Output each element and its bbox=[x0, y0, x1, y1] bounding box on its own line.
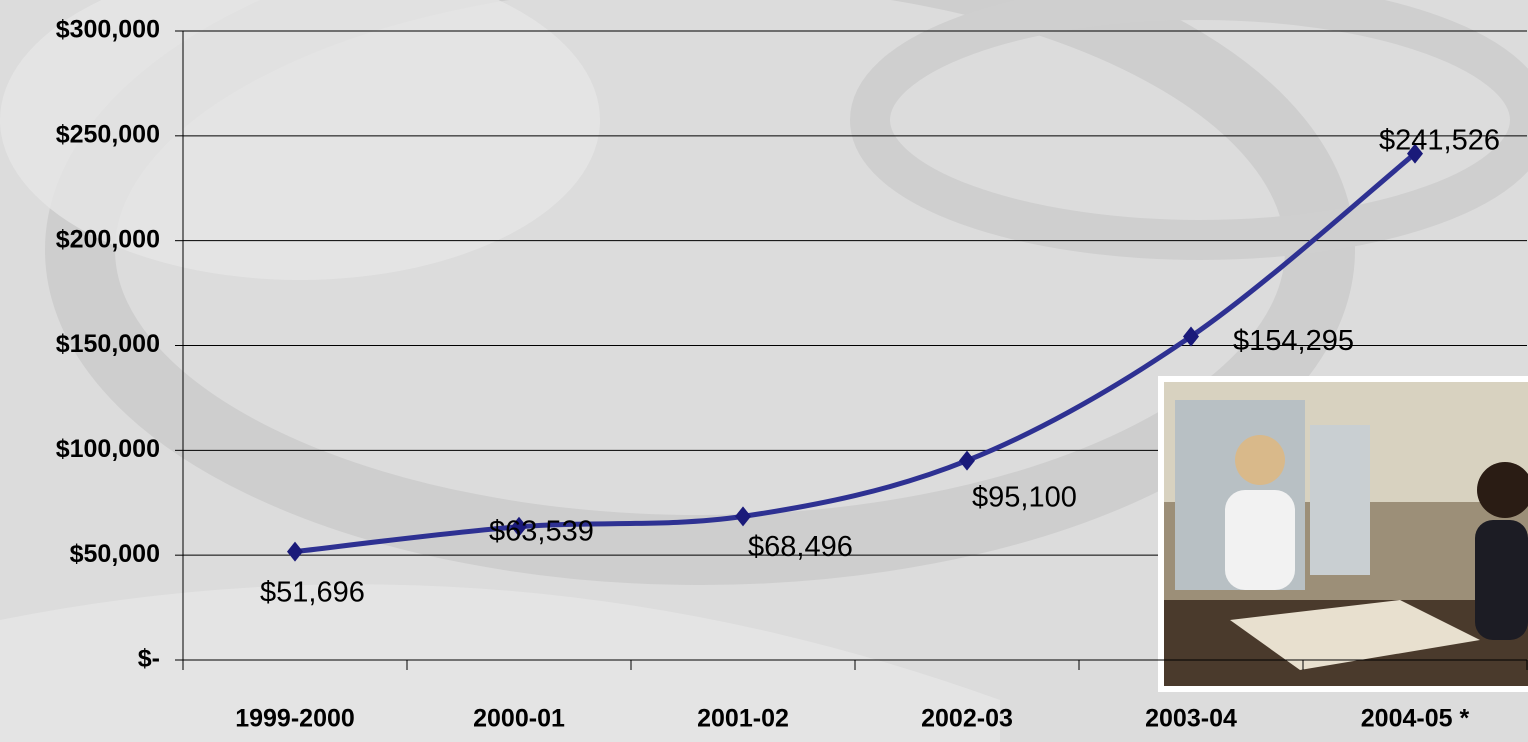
y-tick-label: $300,000 bbox=[56, 16, 160, 44]
x-tick-label: 2002-03 bbox=[921, 705, 1013, 733]
value-label: $154,295 bbox=[1233, 325, 1354, 357]
marker bbox=[1407, 143, 1423, 164]
y-tick-label: $100,000 bbox=[56, 435, 160, 463]
marker bbox=[511, 516, 527, 537]
value-label: $95,100 bbox=[972, 481, 1077, 513]
y-tick-label: $- bbox=[138, 645, 160, 673]
y-tick-label: $200,000 bbox=[56, 225, 160, 253]
marker bbox=[959, 450, 975, 471]
value-label: $68,496 bbox=[748, 531, 853, 563]
marker bbox=[1183, 326, 1199, 347]
marker bbox=[287, 541, 303, 562]
x-tick-label: 2001-02 bbox=[697, 705, 789, 733]
y-tick-label: $250,000 bbox=[56, 120, 160, 148]
marker bbox=[735, 506, 751, 527]
photo-inset bbox=[1158, 376, 1528, 692]
x-tick-label: 1999-2000 bbox=[235, 705, 355, 733]
value-label: $241,526 bbox=[1379, 124, 1500, 156]
y-tick-label: $50,000 bbox=[70, 540, 160, 568]
series-line bbox=[294, 151, 1417, 555]
y-tick-label: $150,000 bbox=[56, 330, 160, 358]
x-tick-label: 2003-04 bbox=[1145, 705, 1237, 733]
value-label: $63,539 bbox=[489, 515, 594, 547]
x-tick-label: 2004-05 * bbox=[1361, 705, 1470, 733]
value-label: $51,696 bbox=[260, 576, 365, 608]
x-tick-label: 2000-01 bbox=[473, 705, 565, 733]
